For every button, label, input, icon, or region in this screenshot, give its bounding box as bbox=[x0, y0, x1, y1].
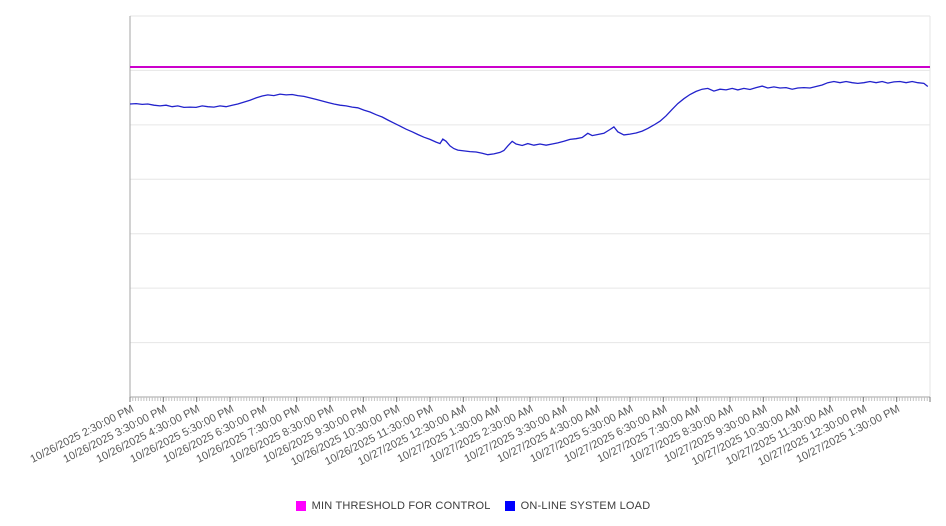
online-system-load-line bbox=[129, 80, 929, 156]
min-threshold-swatch-icon bbox=[295, 501, 306, 511]
legend-item-min-threshold[interactable]: MIN THRESHOLD FOR CONTROL bbox=[295, 500, 491, 512]
legend-label: MIN THRESHOLD FOR CONTROL bbox=[311, 500, 491, 512]
legend: MIN THRESHOLD FOR CONTROL ON-LINE SYSTEM… bbox=[0, 497, 946, 515]
legend-item-online-system-load[interactable]: ON-LINE SYSTEM LOAD bbox=[504, 500, 651, 512]
legend-label: ON-LINE SYSTEM LOAD bbox=[520, 500, 651, 512]
online-system-load-swatch-icon bbox=[504, 501, 515, 511]
